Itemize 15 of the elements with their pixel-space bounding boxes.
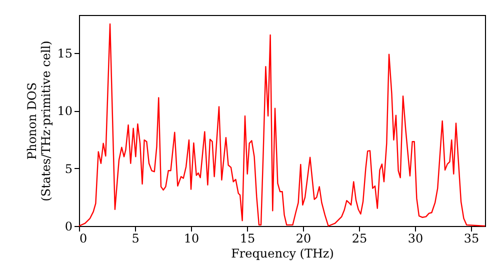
y-tick-label: 10 xyxy=(57,104,72,118)
x-tick-label: 5 xyxy=(132,232,140,246)
x-tick-label: 30 xyxy=(408,232,424,246)
x-axis-title: Frequency (THz) xyxy=(231,246,334,260)
x-tick-label: 0 xyxy=(80,232,88,246)
line-series xyxy=(78,23,486,227)
x-tick-label: 15 xyxy=(240,232,256,246)
y-axis-title: Phonon DOS (States/THz·primitive cell) xyxy=(25,40,54,202)
y-tick-label: 0 xyxy=(64,220,72,234)
x-tick-label: 35 xyxy=(464,232,480,246)
x-tick-label: 25 xyxy=(352,232,368,246)
y-tick-label: 5 xyxy=(64,162,72,176)
y-tick-label: 15 xyxy=(57,46,72,61)
x-tick-label: 20 xyxy=(296,232,312,246)
x-tick-label: 10 xyxy=(184,232,200,246)
